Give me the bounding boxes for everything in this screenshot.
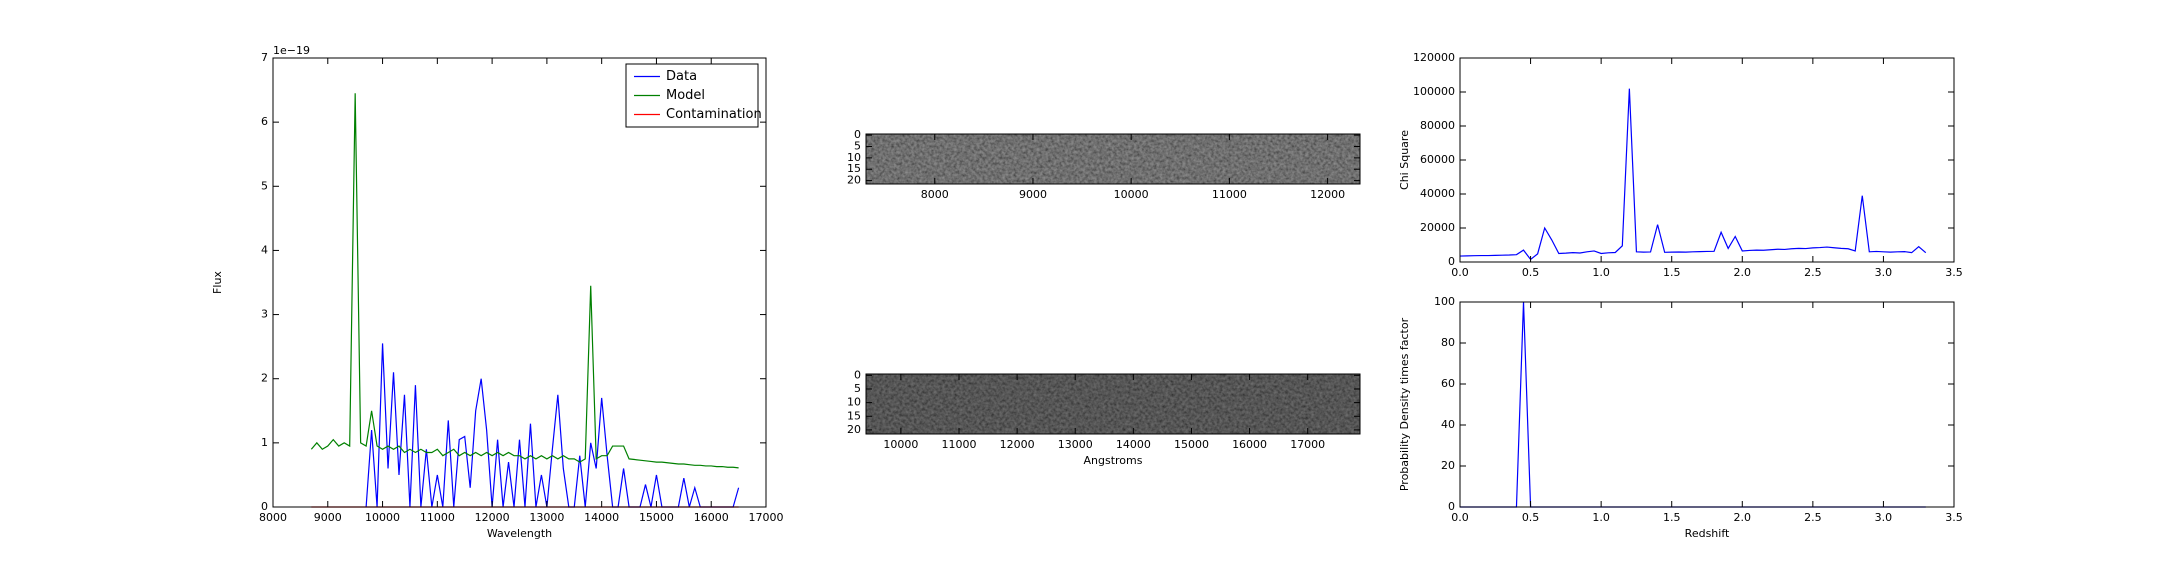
axes-frame: [1459, 301, 1955, 508]
x-tick-label: 3.5: [1945, 266, 1963, 279]
y-tick-label: 5: [261, 179, 268, 192]
series-line: [1460, 301, 1926, 508]
x-tick-label: 8000: [259, 511, 287, 524]
offset-label: 1e−19: [273, 44, 310, 57]
x-axis-label: Wavelength: [487, 527, 552, 540]
y-tick-label: 100: [1434, 295, 1455, 308]
x-tick-label: 12000: [1000, 438, 1035, 451]
x-tick-label: 1.5: [1663, 511, 1681, 524]
x-tick-label: 16000: [1232, 438, 1267, 451]
x-tick-label: 12000: [475, 511, 510, 524]
axes-frame: [865, 373, 1361, 435]
x-tick-label: 10000: [365, 511, 400, 524]
x-tick-label: 12000: [1310, 188, 1345, 201]
x-tick-label: 0.5: [1522, 266, 1540, 279]
x-tick-label: 2.5: [1804, 266, 1822, 279]
y-tick-label: 5: [854, 382, 861, 395]
legend-label: Contamination: [666, 107, 762, 122]
y-tick-label: 20: [847, 174, 861, 187]
y-tick-label: 0: [1448, 255, 1455, 268]
y-tick-label: 40000: [1420, 187, 1455, 200]
x-axis-label: Redshift: [1685, 527, 1730, 540]
x-tick-label: 11000: [941, 438, 976, 451]
series-line: [365, 343, 740, 508]
x-tick-label: 13000: [1058, 438, 1093, 451]
y-tick-label: 0: [1448, 500, 1455, 513]
spectrum-image: [866, 134, 1360, 184]
y-tick-label: 5: [854, 140, 861, 153]
y-tick-label: 15: [847, 409, 861, 422]
y-axis-label: Chi Square: [1398, 130, 1411, 190]
x-axis-label: Angstroms: [1084, 454, 1143, 467]
y-tick-label: 20000: [1420, 221, 1455, 234]
legend-label: Data: [666, 69, 697, 84]
x-tick-label: 14000: [584, 511, 619, 524]
y-tick-label: 40: [1441, 418, 1455, 431]
x-tick-label: 3.0: [1875, 511, 1893, 524]
y-tick-label: 0: [854, 368, 861, 381]
y-tick-label: 60000: [1420, 153, 1455, 166]
x-tick-label: 0.5: [1522, 511, 1540, 524]
axes-frame: [865, 133, 1361, 185]
x-tick-label: 1.0: [1592, 511, 1610, 524]
y-tick-label: 4: [261, 243, 268, 256]
series-line: [1459, 88, 1927, 261]
y-tick-label: 6: [261, 115, 268, 128]
y-tick-label: 80000: [1420, 119, 1455, 132]
axes-frame: [272, 57, 767, 508]
y-tick-label: 2: [261, 372, 268, 385]
y-tick-label: 10: [847, 396, 861, 409]
y-axis-label: Flux: [211, 271, 224, 294]
x-tick-label: 16000: [694, 511, 729, 524]
y-tick-label: 80: [1441, 336, 1455, 349]
y-tick-label: 60: [1441, 377, 1455, 390]
y-tick-label: 3: [261, 308, 268, 321]
series-line: [310, 93, 739, 469]
y-tick-label: 7: [261, 51, 268, 64]
x-tick-label: 1.0: [1592, 266, 1610, 279]
y-tick-label: 20: [847, 423, 861, 436]
spectrum-image: [866, 374, 1360, 434]
y-tick-label: 0: [854, 128, 861, 141]
x-tick-label: 11000: [1212, 188, 1247, 201]
y-tick-label: 100000: [1413, 85, 1455, 98]
x-tick-label: 2.0: [1734, 266, 1752, 279]
x-tick-label: 9000: [1019, 188, 1047, 201]
legend-label: Model: [666, 88, 705, 103]
x-tick-label: 2.0: [1734, 511, 1752, 524]
y-tick-label: 10: [847, 151, 861, 164]
y-axis-label: Probability Density times factor: [1398, 317, 1411, 491]
x-tick-label: 0.0: [1451, 266, 1469, 279]
x-tick-label: 17000: [749, 511, 784, 524]
x-tick-label: 15000: [639, 511, 674, 524]
x-tick-label: 10000: [1114, 188, 1149, 201]
x-tick-label: 11000: [420, 511, 455, 524]
x-tick-label: 10000: [883, 438, 918, 451]
x-tick-label: 17000: [1290, 438, 1325, 451]
x-tick-label: 3.5: [1945, 511, 1963, 524]
x-tick-label: 14000: [1116, 438, 1151, 451]
y-tick-label: 1: [261, 436, 268, 449]
y-tick-label: 0: [261, 500, 268, 513]
y-tick-label: 20: [1441, 459, 1455, 472]
x-tick-label: 15000: [1174, 438, 1209, 451]
x-tick-label: 0.0: [1451, 511, 1469, 524]
x-tick-label: 9000: [314, 511, 342, 524]
y-tick-label: 120000: [1413, 51, 1455, 64]
x-tick-label: 3.0: [1875, 266, 1893, 279]
y-tick-label: 15: [847, 162, 861, 175]
axes-frame: [1459, 57, 1955, 263]
x-tick-label: 1.5: [1663, 266, 1681, 279]
x-tick-label: 13000: [529, 511, 564, 524]
x-tick-label: 8000: [921, 188, 949, 201]
x-tick-label: 2.5: [1804, 511, 1822, 524]
